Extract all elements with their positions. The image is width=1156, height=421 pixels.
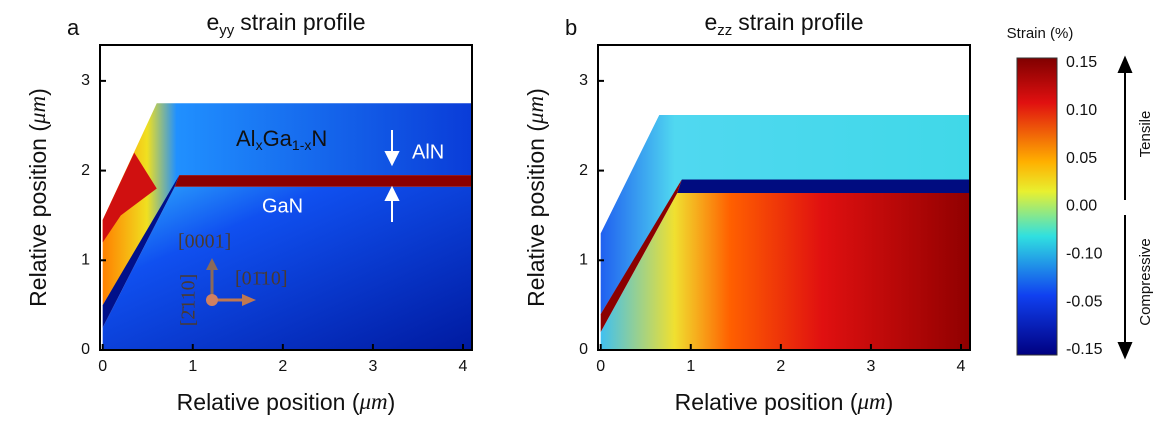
colorbar-tick-label: -0.05 <box>1066 293 1103 310</box>
plot-frame <box>597 44 971 351</box>
x-tick-label: 4 <box>957 358 966 375</box>
y-tick-label: 1 <box>579 252 588 269</box>
y-axis-label: Relative position (μm) <box>523 88 549 307</box>
strain-region <box>600 193 970 350</box>
direction-label: [01̄10] <box>235 268 288 290</box>
colorbar-tick-label: 0.10 <box>1066 102 1097 119</box>
direction-label: [0001] <box>178 231 231 253</box>
compressive-label: Compressive <box>1137 238 1154 326</box>
aln-label: AlN <box>412 141 444 163</box>
y-tick-label: 1 <box>81 252 90 269</box>
strain-region <box>600 114 970 315</box>
x-tick-label: 0 <box>98 358 107 375</box>
colorbar-ticks: 0.15 0.10 0.05 0.00 -0.10 -0.05 -0.15 <box>1066 54 1103 358</box>
colorbar-tick-label: 0.15 <box>1066 54 1097 71</box>
colorbar-title: Strain (%) <box>1007 25 1074 42</box>
strain-region <box>677 179 970 194</box>
colorbar-tick-label: 0.05 <box>1066 150 1097 167</box>
crystal-axes <box>206 258 256 306</box>
chart-title: ezz strain profile <box>704 9 863 39</box>
x-tick-label: 1 <box>686 358 695 375</box>
panel: 0 1 2 3 4 0 1 2 3 a eyy strain profile Relative posi… <box>25 9 473 415</box>
colorbar-tick-label: -0.15 <box>1066 341 1103 358</box>
x-tick-label: 2 <box>776 358 785 375</box>
strain-arrows <box>1117 55 1133 360</box>
strain-region <box>102 186 472 350</box>
colorbar <box>1016 57 1058 356</box>
strain-region <box>600 179 682 333</box>
y-tick-label: 3 <box>81 72 90 89</box>
panels: 0 1 2 3 4 0 1 2 3 a eyy strain profile Relative posi… <box>25 9 971 415</box>
x-tick-label: 3 <box>368 358 377 375</box>
strain-region <box>102 103 472 306</box>
y-tick-label: 2 <box>579 162 588 179</box>
gan-label: GaN <box>262 195 303 217</box>
y-tick-label: 0 <box>81 341 90 358</box>
tensile-label: Tensile <box>1137 111 1154 158</box>
x-axis-label: Relative position (μm) <box>675 389 894 415</box>
strain-region <box>174 175 472 187</box>
panel-label: a <box>67 15 80 40</box>
colorbar-tick-label: 0.00 <box>1066 198 1097 215</box>
chart-title: eyy strain profile <box>206 9 365 39</box>
x-tick-label: 2 <box>278 358 287 375</box>
y-tick-label: 0 <box>579 341 588 358</box>
x-axis-label: Relative position (μm) <box>177 389 396 415</box>
x-tick-label: 0 <box>596 358 605 375</box>
y-axis-label: Relative position (μm) <box>25 88 51 307</box>
alloy-label: AlxGa1-xN <box>236 126 327 153</box>
y-tick-label: 2 <box>81 162 90 179</box>
panel-label: b <box>565 15 577 40</box>
y-tick-label: 3 <box>579 72 588 89</box>
x-tick-label: 4 <box>459 358 468 375</box>
colorbar-tick-label: -0.10 <box>1066 246 1103 263</box>
x-tick-label: 3 <box>866 358 875 375</box>
panel: 0 1 2 3 4 0 1 2 3 b ezz strain profile Relative posi… <box>523 9 971 415</box>
strain-region <box>102 175 180 328</box>
direction-label: [2̄110] <box>178 274 200 327</box>
strain-region <box>102 152 157 243</box>
x-tick-label: 1 <box>188 358 197 375</box>
plot-frame <box>99 44 473 351</box>
aln-arrows <box>384 130 400 222</box>
